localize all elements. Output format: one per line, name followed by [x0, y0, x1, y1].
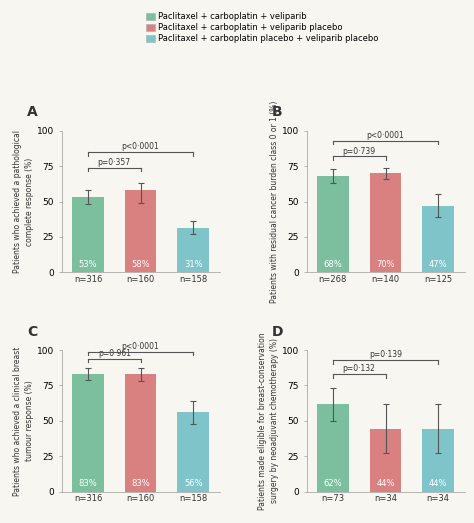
Text: 31%: 31%	[184, 260, 202, 269]
Bar	[72, 374, 104, 492]
Text: 62%: 62%	[324, 479, 342, 488]
Bar	[422, 429, 454, 492]
Bar	[177, 229, 209, 272]
Text: 56%: 56%	[184, 479, 202, 488]
Text: B: B	[272, 106, 283, 119]
Y-axis label: Patients who achieved a clinical breast
tumour response (%): Patients who achieved a clinical breast …	[13, 346, 34, 496]
Text: p=0·739: p=0·739	[343, 146, 376, 155]
Text: 58%: 58%	[131, 260, 150, 269]
Text: D: D	[272, 325, 283, 339]
Bar	[317, 404, 349, 492]
Bar	[125, 190, 156, 272]
Text: 44%: 44%	[376, 479, 395, 488]
Legend: Paclitaxel + carboplatin + veliparib, Paclitaxel + carboplatin + veliparib place: Paclitaxel + carboplatin + veliparib, Pa…	[146, 12, 378, 43]
Bar	[72, 197, 104, 272]
Text: C: C	[27, 325, 37, 339]
Text: 44%: 44%	[429, 479, 447, 488]
Bar	[370, 429, 401, 492]
Text: p=0·139: p=0·139	[369, 350, 402, 359]
Text: p=0·961: p=0·961	[98, 349, 131, 358]
Bar	[422, 206, 454, 272]
Y-axis label: Patients made eligible for breast-conservation
surgery by neoadjuvant chemothera: Patients made eligible for breast-conser…	[258, 332, 279, 510]
Bar	[317, 176, 349, 272]
Text: p<0·0001: p<0·0001	[122, 142, 159, 151]
Text: p<0·0001: p<0·0001	[122, 342, 159, 351]
Text: 83%: 83%	[79, 479, 97, 488]
Text: 83%: 83%	[131, 479, 150, 488]
Text: 68%: 68%	[323, 260, 342, 269]
Bar	[125, 374, 156, 492]
Text: 70%: 70%	[376, 260, 395, 269]
Y-axis label: Patients with residual cancer burden class 0 or 1 (%): Patients with residual cancer burden cla…	[270, 100, 279, 303]
Text: 53%: 53%	[79, 260, 97, 269]
Text: A: A	[27, 106, 37, 119]
Text: p<0·0001: p<0·0001	[367, 131, 404, 140]
Y-axis label: Patients who achieved a pathological
complete response (%): Patients who achieved a pathological com…	[13, 130, 34, 273]
Text: p=0·132: p=0·132	[343, 365, 375, 373]
Text: 47%: 47%	[429, 260, 447, 269]
Bar	[370, 173, 401, 272]
Bar	[177, 412, 209, 492]
Text: p=0·357: p=0·357	[98, 158, 131, 167]
